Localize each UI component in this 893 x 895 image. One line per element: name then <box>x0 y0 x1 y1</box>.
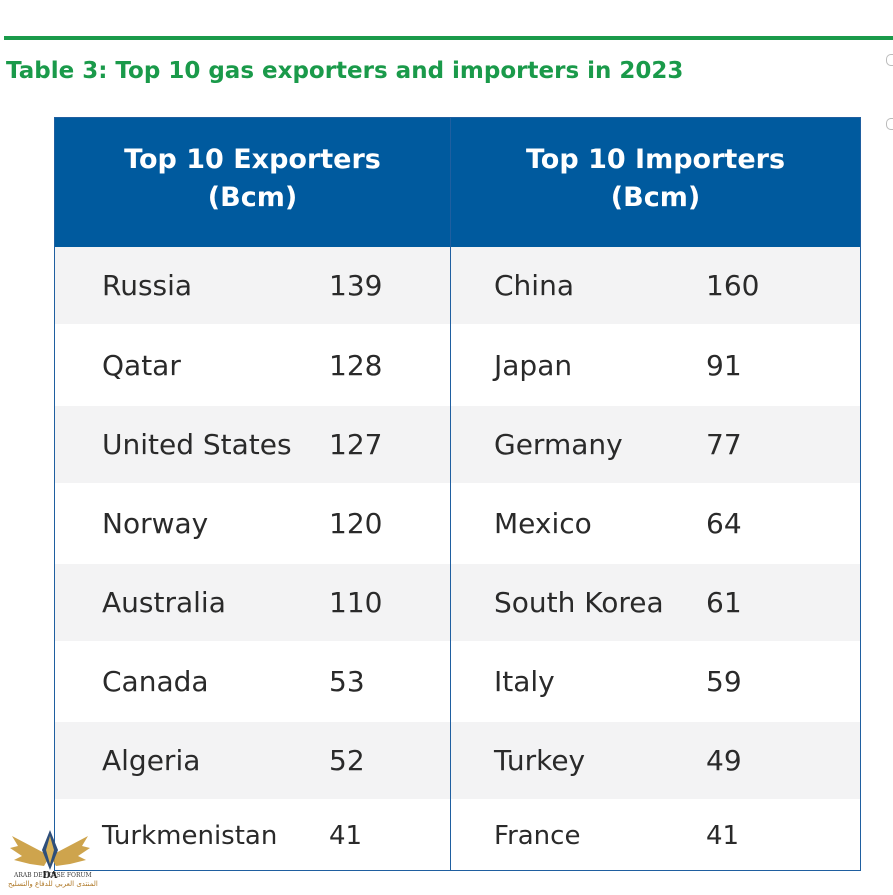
exporters-header-text: Top 10 Exporters (Bcm) <box>124 143 381 213</box>
exporters-header: Top 10 Exporters (Bcm) <box>55 118 450 247</box>
exporter-row: Russia 139 <box>55 247 450 324</box>
importer-row: South Korea 61 <box>451 564 860 641</box>
importer-country: Germany <box>494 428 623 461</box>
importer-row: Mexico 64 <box>451 483 860 564</box>
importer-row: Germany 77 <box>451 406 860 483</box>
importer-country: Turkey <box>494 744 586 777</box>
top-rule <box>4 36 893 40</box>
importer-country: China <box>494 269 574 302</box>
exporter-volume: 53 <box>329 665 365 698</box>
exporter-volume: 127 <box>329 428 383 461</box>
exporter-volume: 52 <box>329 744 365 777</box>
exporter-row: Qatar 128 <box>55 324 450 406</box>
logo-mark: DA <box>43 871 59 881</box>
importer-volume: 64 <box>706 507 742 540</box>
exporter-volume: 128 <box>329 348 383 382</box>
column-divider <box>450 118 451 870</box>
importer-volume: 49 <box>706 744 742 777</box>
exporter-row: Canada 53 <box>55 641 450 722</box>
importer-row: China 160 <box>451 247 860 324</box>
importers-column: Top 10 Importers (Bcm) China 160 Japan 91 Ge… <box>451 118 860 870</box>
edge-mark <box>886 118 893 130</box>
exporter-row: Norway 120 <box>55 483 450 564</box>
exporter-row: United States 127 <box>55 406 450 483</box>
logo-line1: ARAB DEFENSE FORUM <box>14 872 92 879</box>
edge-mark <box>886 54 893 66</box>
exporter-country: Qatar <box>102 348 181 382</box>
exporter-country: Turkmenistan <box>102 820 278 851</box>
importer-country: Mexico <box>494 507 592 540</box>
exporter-country: Russia <box>102 269 193 302</box>
exporter-row: Australia 110 <box>55 564 450 641</box>
exporter-country: United States <box>102 428 292 461</box>
importer-country: Japan <box>494 348 573 382</box>
importer-country: South Korea <box>494 586 664 619</box>
importer-row: Turkey 49 <box>451 722 860 799</box>
importer-row: Japan 91 <box>451 324 860 406</box>
importer-row: Italy 59 <box>451 641 860 722</box>
exporter-row: Algeria 52 <box>55 722 450 799</box>
exporter-volume: 120 <box>329 507 383 540</box>
importer-volume: 160 <box>706 269 760 302</box>
gas-table: Top 10 Exporters (Bcm) Russia 139 Qatar 128… <box>54 117 861 871</box>
importer-country: France <box>494 820 581 851</box>
exporters-column: Top 10 Exporters (Bcm) Russia 139 Qatar 128… <box>55 118 450 870</box>
importer-volume: 61 <box>706 586 742 619</box>
exporter-country: Norway <box>102 507 209 540</box>
importers-header: Top 10 Importers (Bcm) <box>451 118 860 247</box>
table-caption: Table 3: Top 10 gas exporters and import… <box>6 58 684 84</box>
importer-volume: 77 <box>706 428 742 461</box>
importer-volume: 59 <box>706 665 742 698</box>
importer-volume: 41 <box>706 820 740 851</box>
exporter-volume: 41 <box>329 820 363 851</box>
exporter-row: Turkmenistan 41 <box>55 799 450 872</box>
importer-country: Italy <box>494 665 555 698</box>
exporter-volume: 139 <box>329 269 383 302</box>
logo-line2: المنتدى العربي للدفاع والتسليح <box>8 880 98 888</box>
arab-defense-forum-logo: DA <box>10 830 90 881</box>
exporter-country: Canada <box>102 665 209 698</box>
importers-header-text: Top 10 Importers (Bcm) <box>525 143 786 213</box>
exporter-country: Algeria <box>102 744 201 777</box>
exporter-volume: 110 <box>329 586 383 619</box>
importer-volume: 91 <box>706 348 742 382</box>
exporter-country: Australia <box>102 586 226 619</box>
importer-row: France 41 <box>451 799 860 872</box>
